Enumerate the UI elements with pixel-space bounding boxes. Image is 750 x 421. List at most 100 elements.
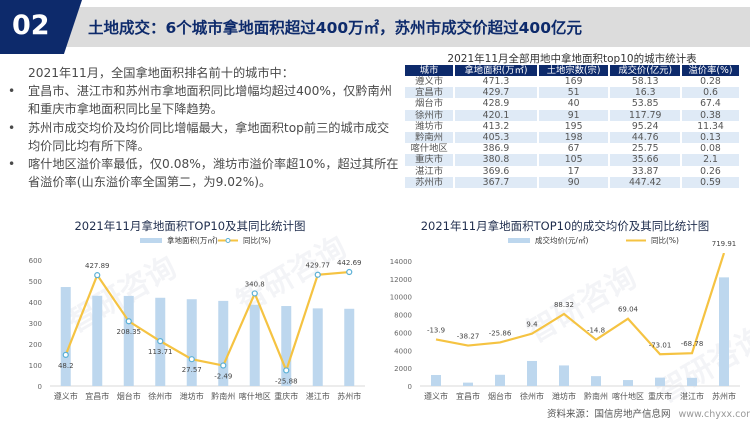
table-row: 重庆市 380.8 105 35.66 2.1: [405, 154, 739, 166]
table-cell: 105: [538, 154, 609, 166]
table-cell: 447.42: [610, 176, 680, 189]
bullet-icon: •: [8, 84, 16, 99]
bullet-icon: •: [8, 157, 16, 172]
table-cell: 33.87: [631, 165, 659, 177]
table-row: 宜昌市 429.7 51 16.3 0.6: [405, 87, 739, 99]
x-tick-label: 湛江市: [680, 391, 704, 401]
table-cell: 遵义市: [415, 76, 444, 87]
bar: [344, 308, 355, 386]
table-cell: 0.6: [682, 87, 739, 99]
line-marker: [220, 362, 227, 369]
x-tick-label: 重庆市: [648, 391, 672, 401]
table-row: 湛江市 369.6 17 33.87 0.26: [405, 166, 739, 177]
legend-bar-swatch: [508, 238, 530, 243]
table-row: 烟台市 428.9 40 53.85 67.4: [405, 98, 739, 109]
data-label: 719.91: [712, 240, 737, 248]
y-tick-label: 400: [29, 299, 42, 307]
bar: [123, 295, 134, 386]
data-label: -73.01: [649, 341, 672, 349]
table-cell: 0.28: [700, 76, 721, 87]
land-area-chart: 2021年11月拿地面积TOP10及其同比统计图 拿地面积(万㎡) 同比(%) 0 1…: [0, 210, 380, 405]
table-cell: 198: [538, 132, 609, 144]
y-tick-label: 0: [38, 383, 42, 391]
data-label: 9.4: [526, 321, 538, 329]
table-cell: 25.75: [631, 143, 659, 155]
table-cell: 90: [538, 176, 609, 189]
table-cell: 380.8: [455, 154, 537, 166]
table-cell: 宜昌市: [405, 87, 454, 99]
bar: [312, 308, 323, 386]
table-row: 苏州市 367.7 90 447.42 0.59: [405, 176, 739, 189]
legend-label: 成交均价(元/㎡): [535, 235, 588, 245]
bar: [60, 287, 71, 386]
summary-bullet: • 苏州市成交均价及均价同比增幅最大，拿地面积top前三的城市成交均价同比均有所下…: [8, 119, 400, 155]
table-cell: 51: [538, 87, 609, 99]
bar: [463, 382, 473, 386]
chart-plot: 成交均价(元/㎡) 同比(%) 0 2000 4000 6000 8000 10000 1200…: [390, 235, 740, 401]
y-tick-label: 0: [408, 383, 412, 391]
x-tick-label: 湛江市: [306, 391, 330, 401]
line-marker: [188, 356, 195, 363]
table-cell: 喀什地区: [410, 143, 448, 155]
column-header: 溢价率(%): [682, 65, 739, 76]
x-tick-label: 苏州市: [337, 391, 361, 401]
bar: [186, 299, 197, 386]
table-cell: 58.13: [631, 76, 659, 87]
source-note: 资料来源：国信房地产信息网 www.chyxx.com: [547, 406, 750, 420]
table-cell: 黔南州: [405, 132, 454, 144]
table-cell: 40: [567, 98, 580, 110]
x-tick-label: 潍坊市: [552, 391, 576, 401]
data-label: -14.8: [587, 327, 605, 335]
legend-label: 同比(%): [243, 235, 271, 245]
bullet-text: 苏州市成交均价及均价同比增幅最大，拿地面积top前三的城市成交均价同比均有所下降…: [28, 120, 390, 153]
summary-bullet: • 喀什地区溢价率最低，仅0.08%，潍坊市溢价率超10%，超过其所在省溢价率(山…: [8, 155, 400, 191]
table-cell: 烟台市: [415, 98, 444, 110]
y-tick-label: 100: [29, 362, 42, 370]
table-cell: 367.7: [455, 176, 537, 189]
y-tick-label: 14000: [390, 258, 412, 266]
table-cell: 苏州市: [405, 176, 454, 189]
x-tick-label: 黔南州: [584, 391, 608, 401]
x-tick-label: 重庆市: [274, 391, 298, 401]
legend-marker: [225, 238, 231, 243]
x-tick-label: 喀什地区: [239, 391, 271, 401]
bullet-text: 喀什地区溢价率最低，仅0.08%，潍坊市溢价率超10%，超过其所在省溢价率(山东…: [28, 157, 399, 190]
y-tick-label: 300: [29, 320, 42, 328]
line-marker: [251, 290, 258, 297]
x-tick-label: 黔南州: [211, 391, 235, 401]
summary-bullets: • 宜昌市、湛江市和苏州市拿地面积同比增幅均超过400%，仅黔南州和重庆市拿地面积…: [8, 82, 400, 191]
data-label: 429.77: [306, 262, 331, 270]
table-cell: 95.24: [631, 120, 659, 132]
table-cell: 471.3: [482, 76, 510, 87]
data-label: -13.9: [427, 326, 445, 334]
data-label: -25.88: [275, 377, 298, 385]
x-tick-label: 苏州市: [712, 391, 736, 401]
line-marker: [283, 367, 290, 374]
chart-plot: 拿地面积(万㎡) 同比(%) 0 100 200 300 400 500 600 遵义市 宜昌市 烟台…: [29, 235, 365, 401]
table-row: 喀什地区 386.9 67 25.75 0.08: [405, 143, 739, 154]
table-cell: 16.3: [610, 87, 680, 99]
x-tick-label: 喀什地区: [612, 391, 644, 401]
y-tick-label: 4000: [394, 347, 412, 355]
x-tick-label: 宜昌市: [85, 391, 109, 401]
chart-title: 2021年11月拿地面积TOP10及其同比统计图: [74, 219, 306, 233]
city-stats-table: 城市 拿地面积(万㎡) 土地宗数(宗) 成交价(亿元) 溢价率(%) 遵义市 47…: [403, 65, 741, 189]
y-tick-label: 8000: [394, 312, 412, 320]
bar: [92, 295, 103, 386]
column-header: 土地宗数(宗): [538, 65, 609, 76]
bar: [687, 377, 697, 386]
data-label: -38.27: [457, 333, 480, 341]
table-cell: 重庆市: [405, 154, 454, 166]
x-tick-label: 徐州市: [148, 391, 172, 401]
summary-text: 2021年11月，全国拿地面积排名前十的城市中： • 宜昌市、湛江市和苏州市拿地面…: [8, 64, 400, 191]
table-row: 徐州市 420.1 91 117.79 0.38: [405, 109, 739, 121]
summary-intro: 2021年11月，全国拿地面积排名前十的城市中：: [28, 66, 294, 80]
line-marker: [314, 271, 321, 278]
series-line: [64, 270, 350, 374]
data-label: 27.57: [182, 366, 202, 374]
bar: [591, 376, 601, 386]
x-tick-label: 宜昌市: [456, 391, 480, 401]
data-label: 442.69: [337, 259, 362, 267]
y-tick-label: 12000: [390, 276, 412, 284]
table-cell: 369.6: [482, 165, 510, 177]
